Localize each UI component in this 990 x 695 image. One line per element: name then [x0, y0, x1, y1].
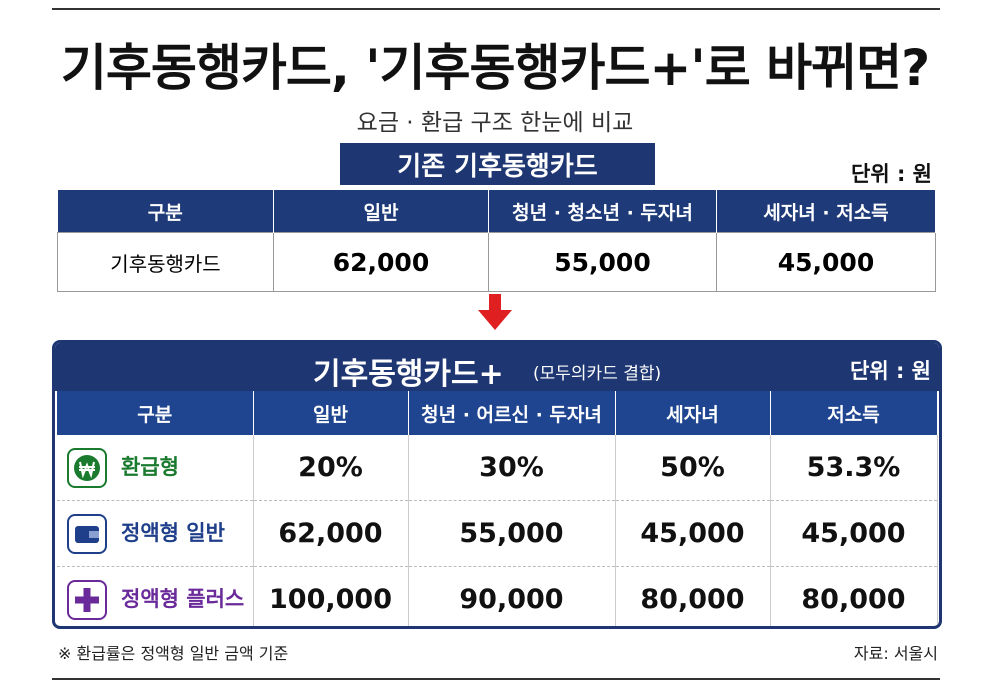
- header-cell: 일반: [253, 391, 409, 435]
- row-label: 환급형: [57, 435, 254, 501]
- cell: 100,000: [253, 566, 409, 626]
- subtitle: 요금 · 환급 구조 한눈에 비교: [356, 110, 634, 136]
- table2-title: 기후동행카드+: [313, 357, 504, 392]
- cell: 45,000: [716, 232, 936, 292]
- icon: [67, 579, 107, 620]
- cell: 45,000: [770, 500, 938, 567]
- header-row: 구분 일반 청년 · 청소년 · 두자녀 세자녀 · 저소득: [57, 190, 936, 233]
- table1-title: 기존 기후동행카드: [340, 143, 655, 185]
- header-cell: 일반: [273, 190, 489, 233]
- cell: 80,000: [615, 566, 771, 626]
- table2-band: [55, 343, 939, 391]
- arrow: [478, 294, 512, 330]
- cell: 기후동행카드: [57, 232, 274, 292]
- title: 기후동행카드, '기후동행카드+'로 바뀌면?: [60, 39, 930, 97]
- icon: [67, 447, 107, 488]
- cell: 50%: [615, 435, 771, 501]
- row-label: 정액형 일반: [57, 500, 254, 567]
- table1-unit: 단위 : 원: [851, 162, 932, 186]
- row-label-text: 환급형: [121, 454, 179, 479]
- source: 자료: 서울시: [853, 644, 938, 663]
- row: 환급형 20% 30% 50% 53.3%: [57, 435, 938, 501]
- table2-subtitle: (모두의카드 결합): [533, 364, 662, 384]
- header-cell: 저소득: [770, 391, 938, 435]
- header-cell: 청년 · 청소년 · 두자녀: [488, 190, 717, 233]
- footnote: ※ 환급률은 정액형 일반 금액 기준: [58, 644, 289, 663]
- cell: 30%: [408, 435, 616, 501]
- row: 정액형 일반 62,000 55,000 45,000 45,000: [57, 500, 938, 567]
- bottom-rule: [52, 678, 940, 680]
- row: 기후동행카드 62,000 55,000 45,000: [57, 232, 936, 292]
- cell: 62,000: [273, 232, 489, 292]
- table2-unit: 단위 : 원: [850, 359, 931, 383]
- header-cell: 세자녀 · 저소득: [716, 190, 936, 233]
- row-label: 정액형 플러스: [57, 566, 254, 626]
- cell: 53.3%: [770, 435, 938, 501]
- header-cell: 세자녀: [615, 391, 771, 435]
- table2-box: 기후동행카드+ (모두의카드 결합) 단위 : 원 구분 일반 청년 · 어르신 ·…: [52, 340, 942, 629]
- cell: 20%: [253, 435, 409, 501]
- cell: 55,000: [408, 500, 616, 567]
- row: 정액형 플러스 100,000 90,000 80,000 80,000: [57, 566, 938, 626]
- row-label-text: 정액형 일반: [121, 520, 225, 545]
- cell: 45,000: [615, 500, 771, 567]
- cell: 62,000: [253, 500, 409, 567]
- header-cell: 구분: [57, 190, 274, 233]
- row-label-text: 정액형 플러스: [121, 586, 245, 611]
- header-cell: 청년 · 어르신 · 두자녀: [408, 391, 616, 435]
- cell: 90,000: [408, 566, 616, 626]
- table1: 구분 일반 청년 · 청소년 · 두자녀 세자녀 · 저소득 기후동행카드 62,000 5…: [57, 190, 936, 292]
- top-rule: [52, 8, 940, 10]
- header-cell: 구분: [57, 391, 254, 435]
- cell: 80,000: [770, 566, 938, 626]
- icon: [67, 513, 107, 554]
- header-row: 구분 일반 청년 · 어르신 · 두자녀 세자녀 저소득: [57, 391, 938, 435]
- cell: 55,000: [488, 232, 717, 292]
